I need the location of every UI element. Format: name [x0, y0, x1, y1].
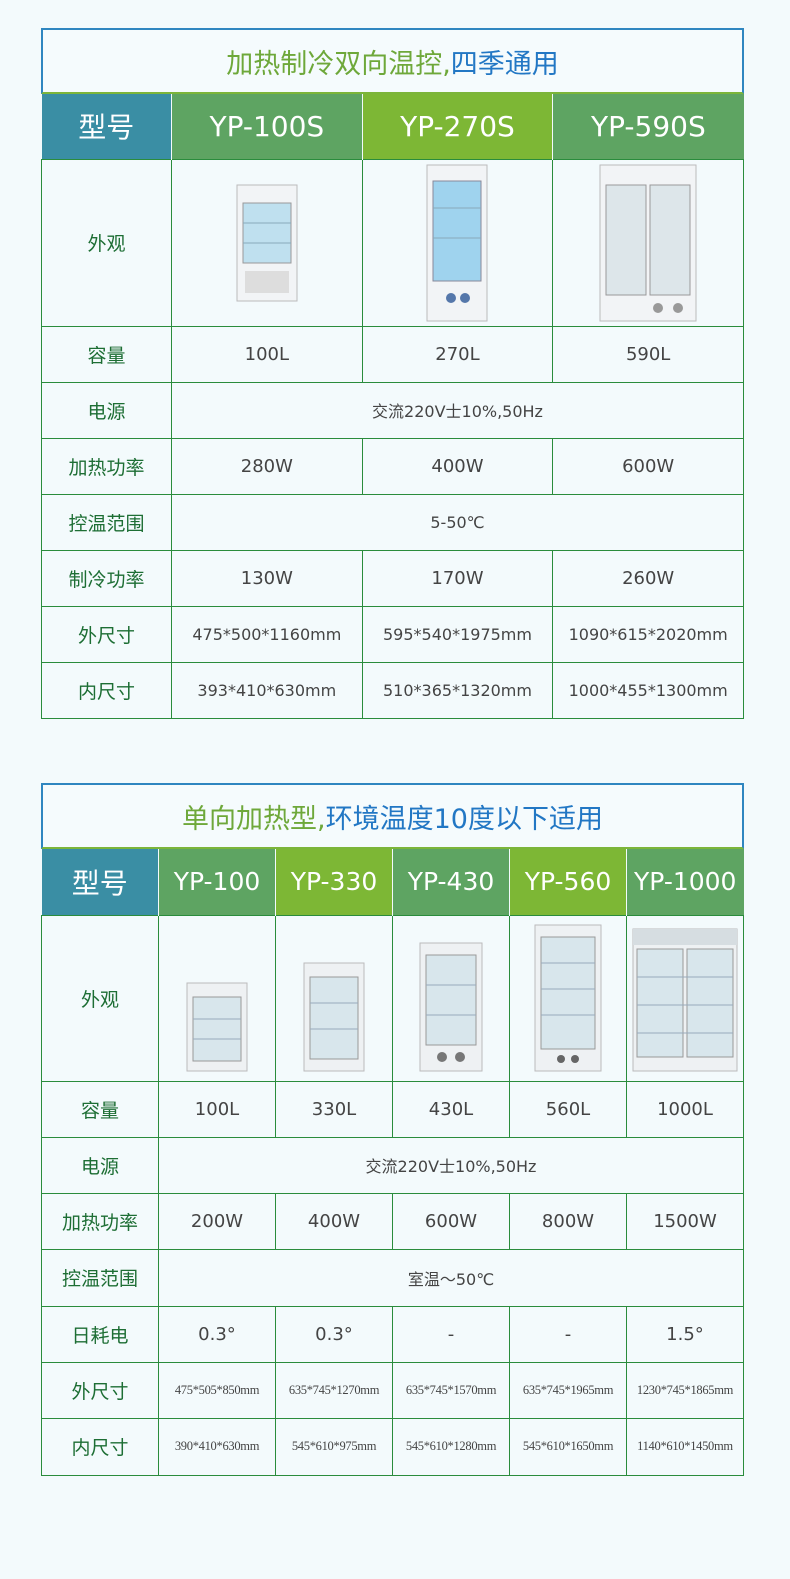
outer-size-row: 外尺寸 475*505*850mm 635*745*1270mm 635*745… [41, 1361, 744, 1419]
cooling-power-row: 制冷功率 130W 170W 260W [41, 549, 744, 607]
model-name: YP-590S [552, 94, 744, 159]
product-image [392, 914, 510, 1082]
appearance-row: 外观 [41, 914, 744, 1082]
model-name: YP-560 [509, 849, 627, 915]
product-image [158, 914, 276, 1082]
product-image [509, 914, 627, 1082]
single-heating-spec-table: 单向加热型, 环境温度10度以下适用 型号 YP-100 YP-330 YP-43… [41, 783, 744, 1476]
model-name: YP-430 [392, 849, 510, 915]
heating-power-row: 加热功率 200W 400W 600W 800W 1500W [41, 1192, 744, 1250]
product-image [552, 158, 744, 327]
model-name: YP-1000 [626, 849, 744, 915]
product-image [626, 914, 744, 1082]
model-name: YP-100 [158, 849, 276, 915]
inner-size-row: 内尺寸 393*410*630mm 510*365*1320mm 1000*45… [41, 661, 744, 719]
heating-power-row: 加热功率 280W 400W 600W [41, 437, 744, 495]
daily-power-row: 日耗电 0.3° 0.3° - - 1.5° [41, 1305, 744, 1363]
table-title: 加热制冷双向温控, 四季通用 [41, 28, 744, 94]
capacity-row: 容量 100L 270L 590L [41, 325, 744, 383]
model-row: 型号 YP-100S YP-270S YP-590S [41, 94, 744, 159]
temp-range-row: 控温范围 室温～50℃ [41, 1248, 744, 1307]
power-supply-row: 电源 交流220V士10%,50Hz [41, 381, 744, 439]
model-row: 型号 YP-100 YP-330 YP-430 YP-560 YP-1000 [41, 849, 744, 915]
table-title: 单向加热型, 环境温度10度以下适用 [41, 783, 744, 849]
product-image [275, 914, 393, 1082]
model-name: YP-330 [275, 849, 393, 915]
product-image [361, 158, 554, 327]
product-image [171, 158, 363, 327]
capacity-row: 容量 100L 330L 430L 560L 1000L [41, 1080, 744, 1138]
outer-size-row: 外尺寸 475*500*1160mm 595*540*1975mm 1090*6… [41, 605, 744, 663]
model-name: YP-100S [171, 94, 363, 159]
appearance-row: 外观 [41, 158, 744, 327]
dual-control-spec-table: 加热制冷双向温控, 四季通用 型号 YP-100S YP-270S YP-590S… [41, 28, 744, 719]
model-name: YP-270S [362, 94, 554, 159]
power-supply-row: 电源 交流220V士10%,50Hz [41, 1136, 744, 1194]
inner-size-row: 内尺寸 390*410*630mm 545*610*975mm 545*610*… [41, 1417, 744, 1476]
temp-range-row: 控温范围 5-50℃ [41, 493, 744, 551]
